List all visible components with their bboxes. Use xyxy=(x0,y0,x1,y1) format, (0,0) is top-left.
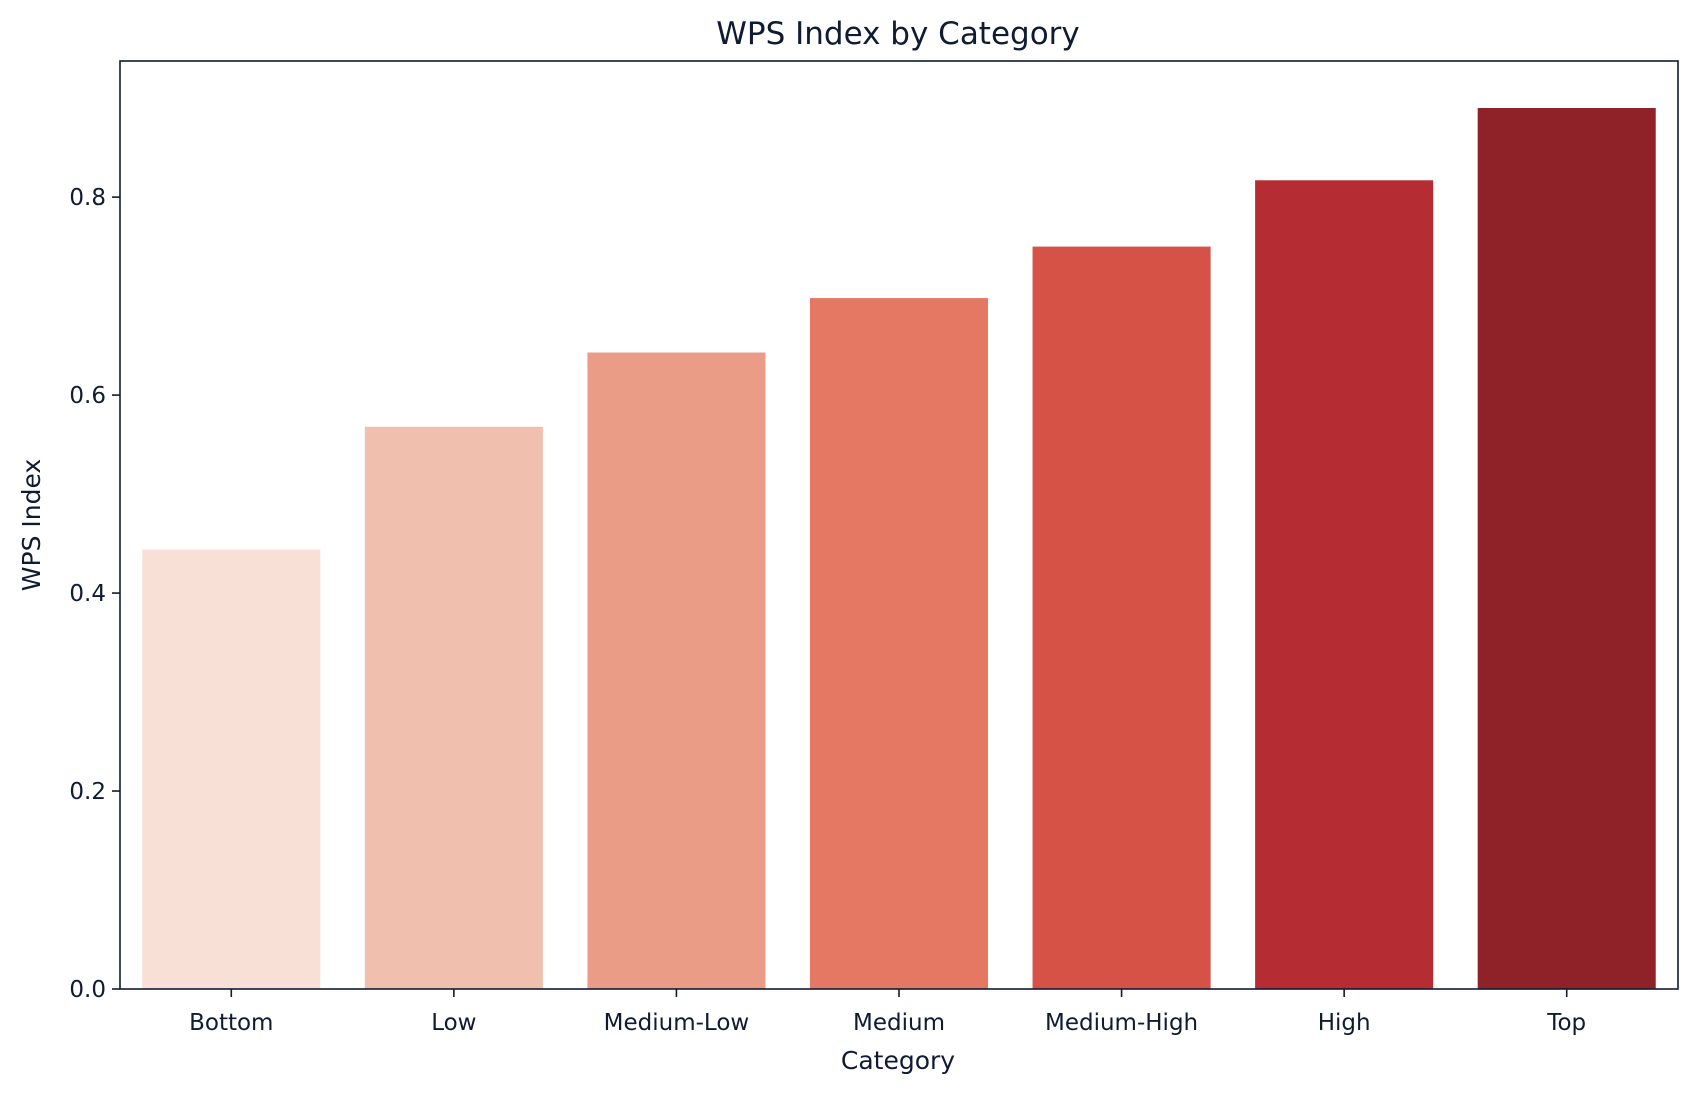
bar-medium-low xyxy=(587,352,766,989)
y-axis-ticks: 0.0 0.2 0.4 0.6 0.8 xyxy=(69,185,120,1003)
x-axis-ticks: Bottom Low Medium-Low Medium Medium-High High… xyxy=(189,989,1586,1036)
y-tick-label: 0.8 xyxy=(69,185,106,211)
bar-bottom xyxy=(142,549,321,989)
plot-area-frame xyxy=(119,60,1679,990)
bar-medium xyxy=(809,298,989,989)
x-tick-label: Medium xyxy=(853,1010,945,1036)
y-tick-label: 0.4 xyxy=(69,581,106,607)
y-tick-label: 0.6 xyxy=(69,383,106,409)
x-tick-label: Bottom xyxy=(189,1010,273,1036)
bar-medium-high xyxy=(1032,246,1211,990)
y-axis-label: WPS Index xyxy=(17,459,46,591)
bars xyxy=(142,108,1656,990)
x-tick-label: Low xyxy=(431,1010,476,1036)
x-tick-label: High xyxy=(1318,1010,1371,1036)
x-tick-label: Medium-High xyxy=(1045,1010,1198,1036)
y-tick-label: 0.0 xyxy=(69,977,106,1003)
x-tick-label: Top xyxy=(1546,1010,1586,1036)
y-tick-label: 0.2 xyxy=(69,779,106,805)
x-tick-label: Medium-Low xyxy=(604,1010,750,1036)
bar-high xyxy=(1255,180,1434,989)
chart-title: WPS Index by Category xyxy=(716,16,1080,52)
x-axis-label: Category xyxy=(841,1046,955,1075)
bar-top xyxy=(1477,108,1656,989)
bar-low xyxy=(364,426,543,989)
